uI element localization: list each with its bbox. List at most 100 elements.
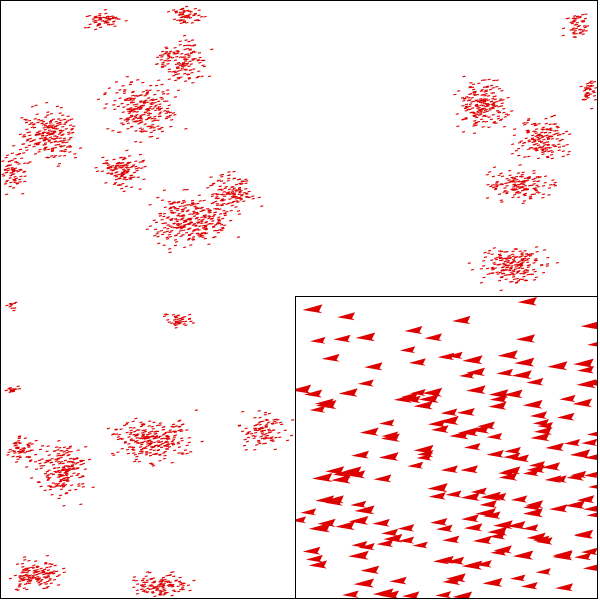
agent-mark bbox=[588, 81, 592, 84]
agent-mark bbox=[532, 143, 536, 146]
agent-mark bbox=[153, 93, 157, 96]
agent-arrow bbox=[586, 512, 597, 518]
agent-mark bbox=[121, 111, 125, 113]
agent-mark bbox=[491, 184, 495, 186]
agent-mark bbox=[182, 21, 186, 24]
agent-mark bbox=[184, 220, 188, 223]
agent-mark bbox=[156, 119, 160, 122]
agent-mark bbox=[132, 579, 136, 582]
agent-mark bbox=[499, 172, 503, 175]
agent-mark bbox=[527, 254, 531, 256]
agent-mark bbox=[178, 205, 183, 208]
agent-mark bbox=[261, 427, 265, 430]
agent-mark bbox=[134, 105, 138, 108]
agent-mark bbox=[81, 483, 85, 485]
agent-mark bbox=[244, 188, 248, 190]
agent-mark bbox=[259, 435, 263, 438]
agent-mark bbox=[215, 204, 220, 207]
agent-mark bbox=[3, 168, 7, 171]
agent-mark bbox=[510, 110, 514, 112]
agent-mark bbox=[561, 27, 566, 30]
agent-mark bbox=[17, 152, 22, 155]
agent-mark bbox=[152, 129, 156, 132]
agent-mark bbox=[65, 120, 69, 122]
agent-mark bbox=[178, 43, 182, 46]
agent-mark bbox=[537, 122, 541, 125]
agent-mark bbox=[140, 423, 144, 425]
agent-mark bbox=[121, 182, 125, 185]
agent-mark bbox=[493, 98, 497, 101]
agent-mark bbox=[48, 124, 52, 127]
agent-mark bbox=[588, 93, 593, 96]
agent-mark bbox=[154, 433, 158, 435]
agent-mark bbox=[27, 582, 32, 585]
agent-mark bbox=[178, 322, 182, 325]
agent-mark bbox=[178, 581, 183, 584]
agent-mark bbox=[38, 148, 42, 151]
agent-mark bbox=[63, 139, 67, 142]
agent-mark bbox=[81, 486, 85, 488]
agent-mark bbox=[75, 457, 79, 460]
agent-mark bbox=[232, 177, 237, 180]
agent-mark bbox=[270, 436, 274, 438]
agent-mark bbox=[499, 250, 504, 253]
agent-mark bbox=[123, 176, 127, 179]
agent-mark bbox=[182, 34, 187, 37]
agent-mark bbox=[185, 62, 190, 65]
agent-mark bbox=[177, 320, 181, 322]
agent-mark bbox=[108, 19, 112, 21]
agent-mark bbox=[508, 174, 512, 177]
agent-mark bbox=[283, 429, 287, 432]
agent-mark bbox=[516, 190, 520, 193]
agent-mark bbox=[139, 425, 144, 428]
agent-mark bbox=[106, 22, 110, 24]
agent-mark bbox=[490, 84, 494, 87]
agent-mark bbox=[228, 193, 232, 195]
agent-mark bbox=[53, 130, 57, 133]
agent-mark bbox=[143, 589, 147, 592]
agent-mark bbox=[151, 592, 155, 594]
agent-mark bbox=[237, 424, 242, 427]
agent-mark bbox=[548, 123, 552, 126]
agent-mark bbox=[469, 92, 473, 95]
agent-mark bbox=[27, 567, 31, 569]
agent-arrow bbox=[461, 514, 479, 523]
agent-mark bbox=[519, 175, 523, 178]
agent-mark bbox=[170, 425, 174, 428]
agent-mark bbox=[7, 451, 11, 454]
agent-mark bbox=[8, 577, 13, 580]
agent-mark bbox=[173, 239, 178, 241]
agent-mark bbox=[126, 118, 131, 121]
agent-mark bbox=[512, 183, 517, 186]
agent-mark bbox=[246, 436, 251, 439]
agent-mark bbox=[500, 183, 504, 186]
agent-mark bbox=[142, 583, 146, 586]
agent-mark bbox=[507, 179, 511, 181]
agent-mark bbox=[187, 56, 191, 58]
agent-mark bbox=[522, 272, 526, 275]
agent-mark bbox=[39, 465, 43, 467]
agent-mark bbox=[581, 98, 585, 101]
agent-mark bbox=[504, 257, 508, 260]
agent-mark bbox=[231, 185, 235, 188]
agent-mark bbox=[51, 132, 55, 135]
agent-mark bbox=[515, 185, 519, 188]
agent-mark bbox=[497, 111, 502, 114]
agent-mark bbox=[179, 76, 183, 79]
agent-mark bbox=[497, 193, 502, 195]
agent-mark bbox=[156, 448, 161, 451]
agent-mark bbox=[142, 130, 146, 132]
agent-mark bbox=[262, 429, 267, 432]
agent-arrow bbox=[418, 394, 439, 403]
agent-mark bbox=[224, 185, 228, 188]
agent-mark bbox=[143, 111, 148, 114]
agent-mark bbox=[527, 155, 531, 158]
agent-mark bbox=[145, 91, 150, 93]
agent-mark bbox=[132, 109, 136, 111]
agent-mark bbox=[492, 121, 496, 124]
agent-mark bbox=[594, 87, 597, 89]
agent-mark bbox=[131, 94, 135, 97]
agent-mark bbox=[69, 475, 74, 477]
agent-mark bbox=[111, 129, 115, 132]
agent-mark bbox=[171, 585, 175, 588]
